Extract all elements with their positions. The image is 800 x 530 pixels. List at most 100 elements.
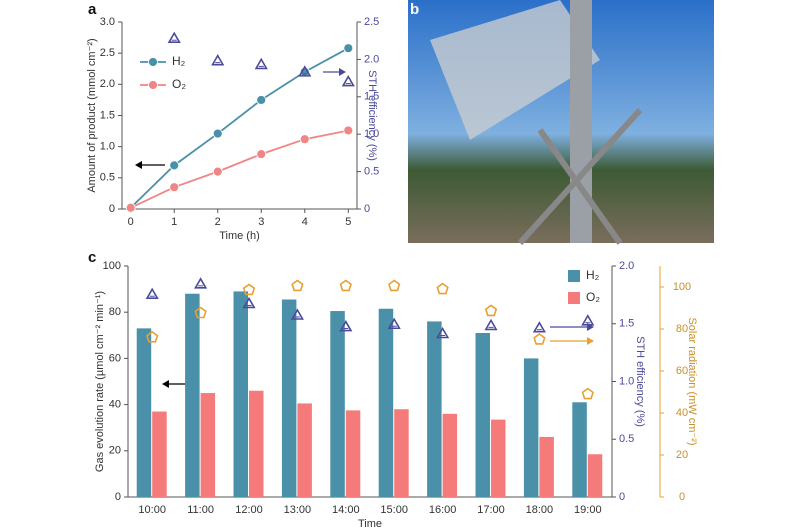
y2-tick-label: 2.0 (364, 53, 379, 65)
point (291, 279, 304, 292)
bar (523, 358, 539, 497)
bar (249, 390, 264, 497)
y2-tick-label: 1.5 (619, 318, 634, 330)
y2-tick-label: 1.5 (364, 91, 379, 103)
bar (539, 436, 554, 497)
y-tick-label: 1.0 (100, 141, 115, 153)
point (194, 306, 207, 319)
bar (442, 413, 458, 497)
point (145, 287, 159, 300)
x-axis-label: Time (h) (219, 230, 260, 242)
point (388, 279, 401, 292)
y3-tick-label: 100 (673, 281, 691, 293)
legend-label: H₂ (586, 268, 600, 282)
y3-tick-label: 20 (676, 449, 688, 461)
y-tick-label: 0 (115, 491, 121, 503)
x-tick-label: 16:00 (429, 504, 457, 516)
y2-tick-label: 2.0 (619, 260, 634, 272)
y-tick-label: 60 (109, 352, 121, 364)
point (581, 387, 594, 400)
y-tick-label: 40 (109, 399, 121, 411)
point (146, 330, 159, 343)
point (169, 182, 180, 193)
point (533, 333, 546, 345)
point (211, 54, 225, 66)
bar (587, 454, 603, 497)
y-tick-label: 2.5 (100, 47, 115, 59)
y2-tick-label: 0 (619, 491, 625, 503)
y3-tick-label: 40 (676, 407, 688, 419)
y-tick-label: 0.5 (100, 172, 115, 184)
y2-tick-label: 0.5 (619, 433, 634, 445)
point (299, 134, 310, 145)
point (339, 279, 352, 292)
y3-tick-label: 0 (679, 491, 685, 503)
arrow-head (162, 380, 169, 388)
y2-axis-label: STH efficiency (%) (366, 70, 378, 161)
y-axis-label: Amount of product (mmol cm⁻²) (86, 38, 98, 192)
x-tick-label: 0 (128, 216, 134, 228)
point (125, 202, 136, 213)
arrow-head (587, 337, 594, 345)
y-tick-label: 80 (109, 306, 121, 318)
photo-strut (537, 128, 623, 245)
x-tick-label: 13:00 (284, 504, 312, 516)
bar (572, 402, 587, 497)
point (212, 128, 223, 139)
panel-label: b (410, 1, 419, 18)
y2-tick-label: 1.0 (364, 128, 379, 140)
y2-axis-label: STH efficiency (%) (634, 336, 646, 427)
point (341, 74, 355, 87)
legend-label: O₂ (172, 77, 186, 91)
point (242, 296, 256, 309)
x-tick-label: 4 (302, 216, 308, 228)
x-tick-label: 5 (345, 216, 351, 228)
x-tick-label: 18:00 (526, 504, 554, 516)
bar (297, 403, 312, 497)
legend-marker (148, 80, 158, 90)
x-tick-label: 12:00 (235, 504, 263, 516)
x-tick-label: 11:00 (187, 504, 214, 516)
bar (233, 291, 248, 497)
bar (330, 311, 345, 497)
point (169, 160, 180, 171)
point (242, 283, 256, 296)
bar (427, 321, 442, 497)
point (256, 95, 267, 105)
point (298, 65, 312, 77)
photo-panel (430, 0, 600, 140)
point (484, 304, 498, 317)
photo-pole (570, 0, 592, 243)
arrow-head (135, 161, 142, 169)
point (436, 282, 449, 295)
y-tick-label: 2.0 (100, 78, 115, 90)
x-tick-label: 10:00 (138, 504, 166, 516)
point (532, 321, 546, 333)
x-tick-label: 19:00 (574, 504, 602, 516)
x-axis-label: Time (358, 518, 382, 530)
line (130, 129, 349, 209)
point (343, 125, 354, 136)
x-tick-label: 14:00 (332, 504, 360, 516)
point (290, 308, 304, 320)
bar (345, 410, 361, 497)
legend-label: O₂ (586, 290, 600, 304)
legend-swatch (568, 270, 580, 282)
bar (394, 409, 409, 497)
y2-tick-label: 2.5 (364, 16, 379, 28)
x-tick-label: 15:00 (380, 504, 408, 516)
y-tick-label: 20 (109, 445, 121, 457)
y3-axis-label: Solar radiation (mW cm⁻²) (686, 317, 698, 445)
y3-tick-label: 80 (676, 323, 688, 335)
bar (378, 308, 394, 497)
point (339, 319, 353, 332)
point (194, 277, 208, 289)
y3-tick-label: 60 (676, 365, 688, 377)
y2-tick-label: 1.0 (619, 375, 634, 387)
point (436, 326, 450, 339)
x-tick-label: 2 (215, 216, 221, 228)
bar (152, 411, 167, 497)
bar (491, 419, 506, 497)
